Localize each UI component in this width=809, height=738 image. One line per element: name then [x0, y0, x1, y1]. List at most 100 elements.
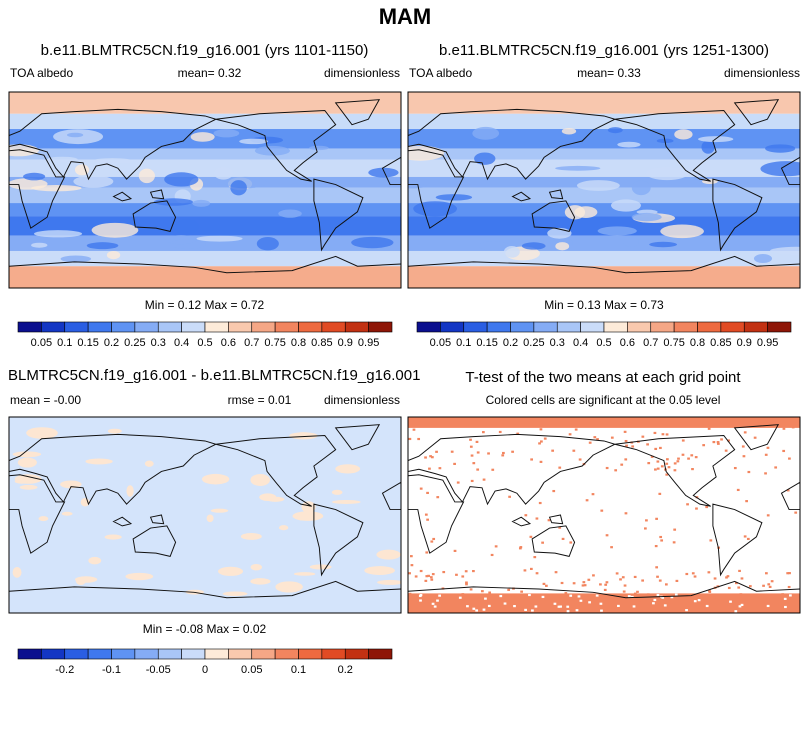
sig-cell: [539, 460, 543, 463]
colorbar-label: 0.2: [104, 337, 119, 349]
sig-cell: [681, 453, 685, 456]
sig-cell: [559, 596, 563, 599]
colorbar-box: [580, 321, 605, 333]
sig-cell: [552, 489, 556, 493]
sig-cell: [533, 556, 537, 559]
colorbar-box: [603, 321, 628, 333]
nonsig-cell: [566, 605, 570, 608]
sig-cell: [551, 449, 555, 452]
map-patch: [125, 572, 154, 581]
map-patch: [23, 172, 46, 181]
colorbar-box: [41, 648, 66, 660]
sig-cell: [764, 472, 767, 475]
colorbar-box: [228, 321, 253, 333]
sig-cell: [690, 454, 694, 457]
sig-cell: [619, 593, 623, 597]
map-patch: [240, 533, 262, 540]
map-frame: [407, 416, 801, 614]
nonsig-cell: [431, 602, 435, 605]
sig-cell: [694, 456, 698, 459]
map-patch: [73, 175, 114, 188]
sig-cell: [625, 444, 628, 447]
sig-cell: [659, 535, 663, 539]
nonsig-cell: [566, 610, 570, 613]
map-patch: [33, 230, 83, 238]
sig-cell: [431, 456, 434, 459]
map-patch: [435, 194, 473, 201]
sig-cell: [636, 590, 639, 593]
nonsig-cell: [693, 600, 697, 603]
sig-cell: [782, 427, 786, 430]
map-band: [9, 148, 401, 160]
colorbar-label: 0.8: [291, 337, 306, 349]
nonsig-cell: [534, 605, 538, 608]
sig-cell: [512, 593, 515, 597]
nonsig-cell: [531, 609, 534, 612]
sig-cell: [691, 572, 695, 575]
sig-cell: [788, 572, 791, 575]
map-patch: [172, 219, 200, 234]
colorbar-label: 0.75: [663, 337, 684, 349]
map-patch: [576, 180, 620, 191]
map-patch: [9, 178, 48, 190]
map-band: [9, 203, 401, 217]
nonsig-cell: [661, 596, 665, 599]
panel-title: BLMTRC5CN.f19_g16.001 - b.e11.BLMTRC5CN.…: [8, 367, 420, 384]
sig-cell: [646, 443, 649, 446]
sig-cell: [494, 545, 498, 548]
sig-cell: [581, 584, 585, 587]
sig-cell: [475, 440, 479, 444]
nonsig-cell: [630, 595, 634, 599]
sig-cell: [619, 578, 622, 581]
nonsig-cell: [499, 594, 503, 598]
colorbar-label: 0.6: [620, 337, 635, 349]
map-patch: [611, 199, 641, 212]
sig-cell: [622, 590, 626, 593]
map-patch: [86, 242, 119, 250]
colorbar-box: [650, 321, 675, 333]
min-max: Min = 0.12 Max = 0.72: [145, 298, 265, 312]
sig-cell: [725, 576, 728, 579]
map: [408, 92, 800, 288]
nonsig-cell: [487, 604, 491, 608]
map-patch: [351, 236, 394, 249]
colorbar-label: 0.3: [550, 337, 565, 349]
sig-cell: [469, 445, 473, 448]
sig-cell: [686, 503, 689, 506]
colorbar-label: 0: [202, 664, 208, 676]
sig-cell: [708, 590, 712, 593]
sig-cell: [501, 454, 505, 457]
map-band: [408, 129, 800, 149]
map-patch: [74, 164, 90, 176]
sig-cell: [558, 466, 562, 469]
sig-cell: [543, 437, 547, 440]
sig-cell: [574, 428, 578, 431]
map-patch: [213, 129, 240, 138]
panel-left-label: TOA albedo: [10, 66, 73, 80]
map-patch: [222, 591, 248, 597]
sig-cell: [610, 436, 614, 439]
colorbar-label: 0.7: [244, 337, 259, 349]
nonsig-cell: [670, 596, 674, 599]
sig-cell: [624, 439, 628, 443]
sig-cell: [414, 575, 418, 578]
nonsig-cell: [705, 604, 709, 608]
nonsig-cell: [418, 594, 422, 598]
sig-cell: [591, 493, 595, 496]
map-patch: [474, 152, 496, 165]
colorbar-label: 0.9: [737, 337, 752, 349]
nonsig-cell: [600, 609, 603, 612]
sig-cell: [654, 468, 657, 471]
sig-cell: [655, 517, 658, 520]
nonsig-cell: [557, 605, 561, 608]
sig-cell: [641, 435, 645, 438]
sig-cell: [764, 453, 768, 456]
nonsig-cell: [482, 608, 486, 611]
sig-cell: [469, 588, 473, 591]
colorbar-box: [556, 321, 581, 333]
figure-title: MAM: [379, 4, 432, 29]
map-patch: [289, 432, 318, 440]
sig-cell: [614, 469, 618, 472]
map-patch: [239, 138, 269, 145]
sig-cell: [435, 450, 438, 453]
